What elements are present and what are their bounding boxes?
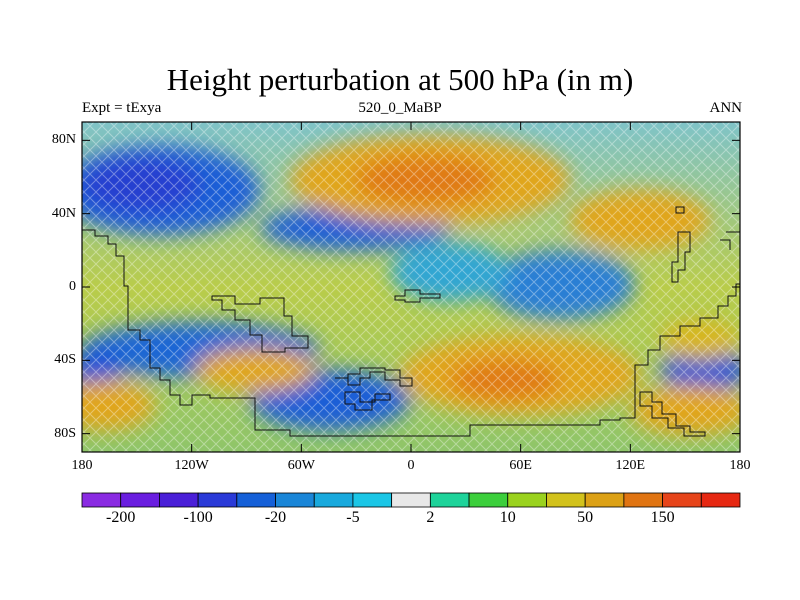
colorbar-box <box>623 492 663 508</box>
colorbar-box <box>275 492 315 508</box>
lon-tick-label: 60W <box>287 458 315 473</box>
colorbar-box <box>546 492 586 508</box>
colorbar-box <box>159 492 199 508</box>
season-label: ANN <box>709 100 743 116</box>
colorbar-label: 50 <box>577 509 594 526</box>
coastlines <box>82 206 740 437</box>
map-title: Height perturbation at 500 hPa (in m) <box>166 62 634 97</box>
colorbar-box <box>507 492 547 508</box>
lon-tick-label: 60E <box>509 458 532 473</box>
lat-tick-label: 40S <box>54 352 76 368</box>
colorbar <box>81 492 741 508</box>
colorbar-label: 10 <box>499 509 516 526</box>
colorbar-box <box>429 492 470 508</box>
lon-tick-label: 180 <box>729 458 751 473</box>
colorbar-label: -20 <box>264 509 287 526</box>
experiment-label: Expt = tExya <box>82 100 162 116</box>
colorbar-box <box>120 492 160 508</box>
colorbar-box <box>468 492 509 508</box>
colorbar-label: 150 <box>650 509 675 526</box>
colorbar-box <box>352 492 393 508</box>
colorbar-box <box>236 492 276 508</box>
colorbar-box <box>700 492 741 508</box>
colorbar-box <box>391 492 431 508</box>
colorbar-label: -5 <box>346 509 360 526</box>
colorbar-box <box>313 492 354 508</box>
lon-tick-label: 180 <box>71 458 93 473</box>
colorbar-label: 2 <box>426 509 435 526</box>
lon-tick-label: 120W <box>174 458 209 473</box>
colorbar-label: -100 <box>183 509 213 526</box>
lat-tick-label: 0 <box>69 279 76 294</box>
lat-tick-label: 80N <box>51 132 76 148</box>
lon-tick-label: 120E <box>615 458 646 473</box>
height-field <box>82 122 740 452</box>
colorbar-box <box>584 492 625 508</box>
colorbar-box <box>81 492 122 508</box>
colorbar-label: -200 <box>106 509 136 526</box>
colorbar-box <box>662 492 702 508</box>
axis-ticks <box>81 122 741 452</box>
period-label: 520_0_MaBP <box>358 100 442 116</box>
colorbar-box <box>197 492 238 508</box>
lat-tick-label: 40N <box>51 205 76 221</box>
lat-tick-label: 80S <box>54 425 76 441</box>
lon-tick-label: 0 <box>407 458 415 473</box>
